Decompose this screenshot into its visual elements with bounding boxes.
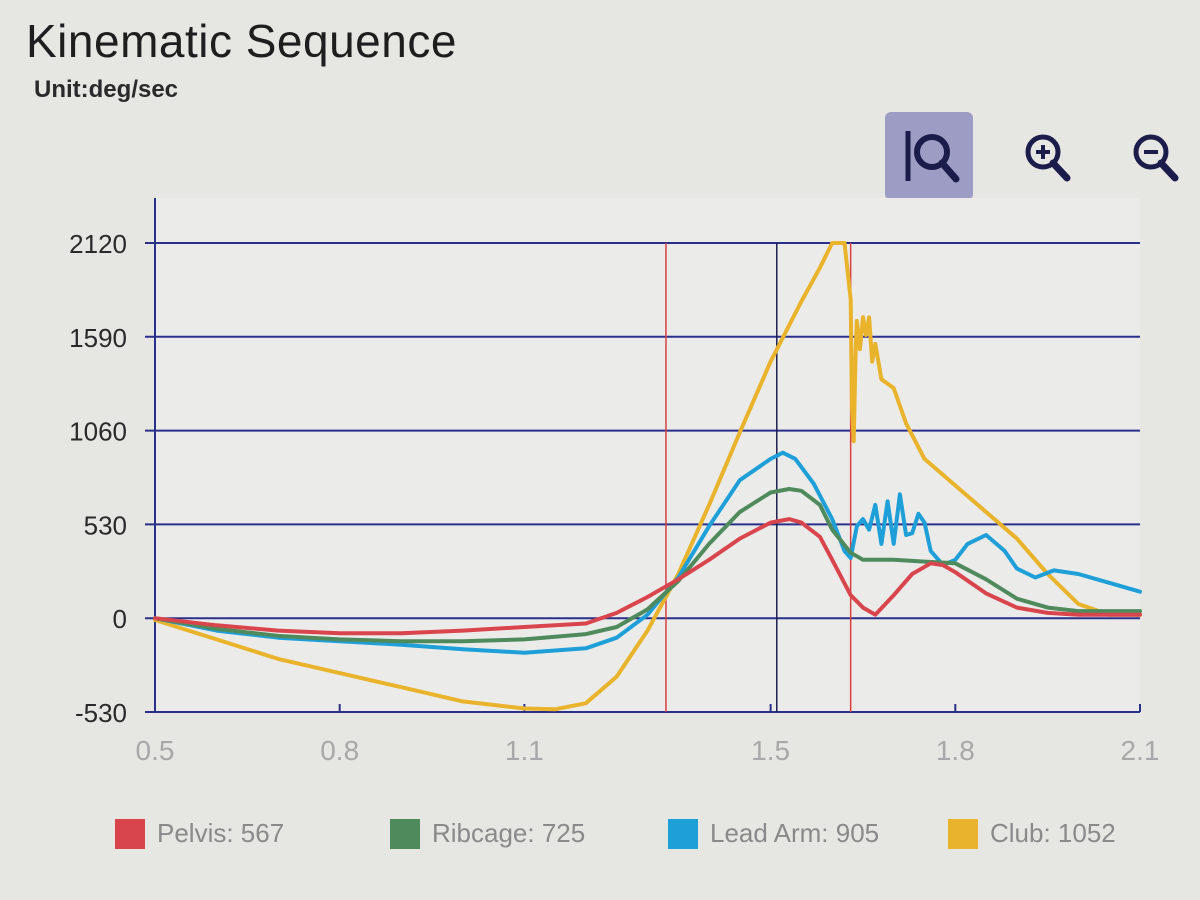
zoom-out-icon (1133, 134, 1179, 182)
legend-swatch (668, 818, 698, 849)
y-tick-label: 1060 (69, 417, 127, 447)
legend-swatch (948, 818, 978, 849)
legend-swatch (390, 818, 420, 849)
zoom-reset-button[interactable] (885, 112, 973, 200)
legend-item[interactable]: Club: 1052 (948, 818, 1116, 849)
x-tick-label: 1.5 (751, 735, 790, 766)
legend-item[interactable]: Ribcage: 725 (390, 818, 585, 849)
x-tick-label: 0.8 (320, 735, 359, 766)
zoom-in-icon (1025, 134, 1071, 182)
series-line-club (153, 241, 1142, 712)
legend-label: Pelvis: 567 (157, 818, 285, 848)
x-tick-label: 1.1 (505, 735, 544, 766)
y-tick-label: 530 (84, 510, 127, 540)
x-tick-label: 2.1 (1121, 735, 1160, 766)
zoom-out-button[interactable] (1113, 114, 1200, 202)
zoom-reset-icon (905, 131, 960, 183)
series-line-lead-arm (153, 450, 1142, 655)
y-tick-label: -530 (75, 698, 127, 728)
zoom-toolbar (885, 112, 1195, 208)
unit-label: Unit:deg/sec (34, 76, 179, 103)
y-tick-label: 2120 (69, 229, 127, 259)
legend-label: Ribcage: 725 (432, 818, 586, 848)
chart-title: Kinematic Sequence (26, 15, 457, 67)
legend: Pelvis: 567 Ribcage: 725 Lead Arm: 905 Club… (0, 818, 1200, 868)
x-tick-label: 1.8 (936, 735, 975, 766)
legend-swatch (115, 818, 145, 849)
legend-label: Lead Arm: 905 (710, 818, 880, 848)
series-layer (153, 241, 1142, 712)
legend-item[interactable]: Pelvis: 567 (115, 818, 284, 849)
tick-labels: 2120 1590 1060 530 0 -530 0.5 0.8 1.1 1.5 1.8 2.1 (69, 229, 1159, 766)
series-line-ribcage (153, 487, 1142, 644)
legend-item[interactable]: Lead Arm: 905 (668, 818, 879, 849)
y-tick-label: 0 (113, 604, 127, 634)
grid-layer (145, 198, 1141, 713)
y-tick-label: 1590 (69, 323, 127, 353)
zoom-in-button[interactable] (1005, 114, 1093, 202)
x-tick-label: 0.5 (136, 735, 175, 766)
legend-label: Club: 1052 (990, 818, 1116, 848)
plot-area (155, 198, 1140, 712)
series-line-pelvis (153, 517, 1142, 636)
